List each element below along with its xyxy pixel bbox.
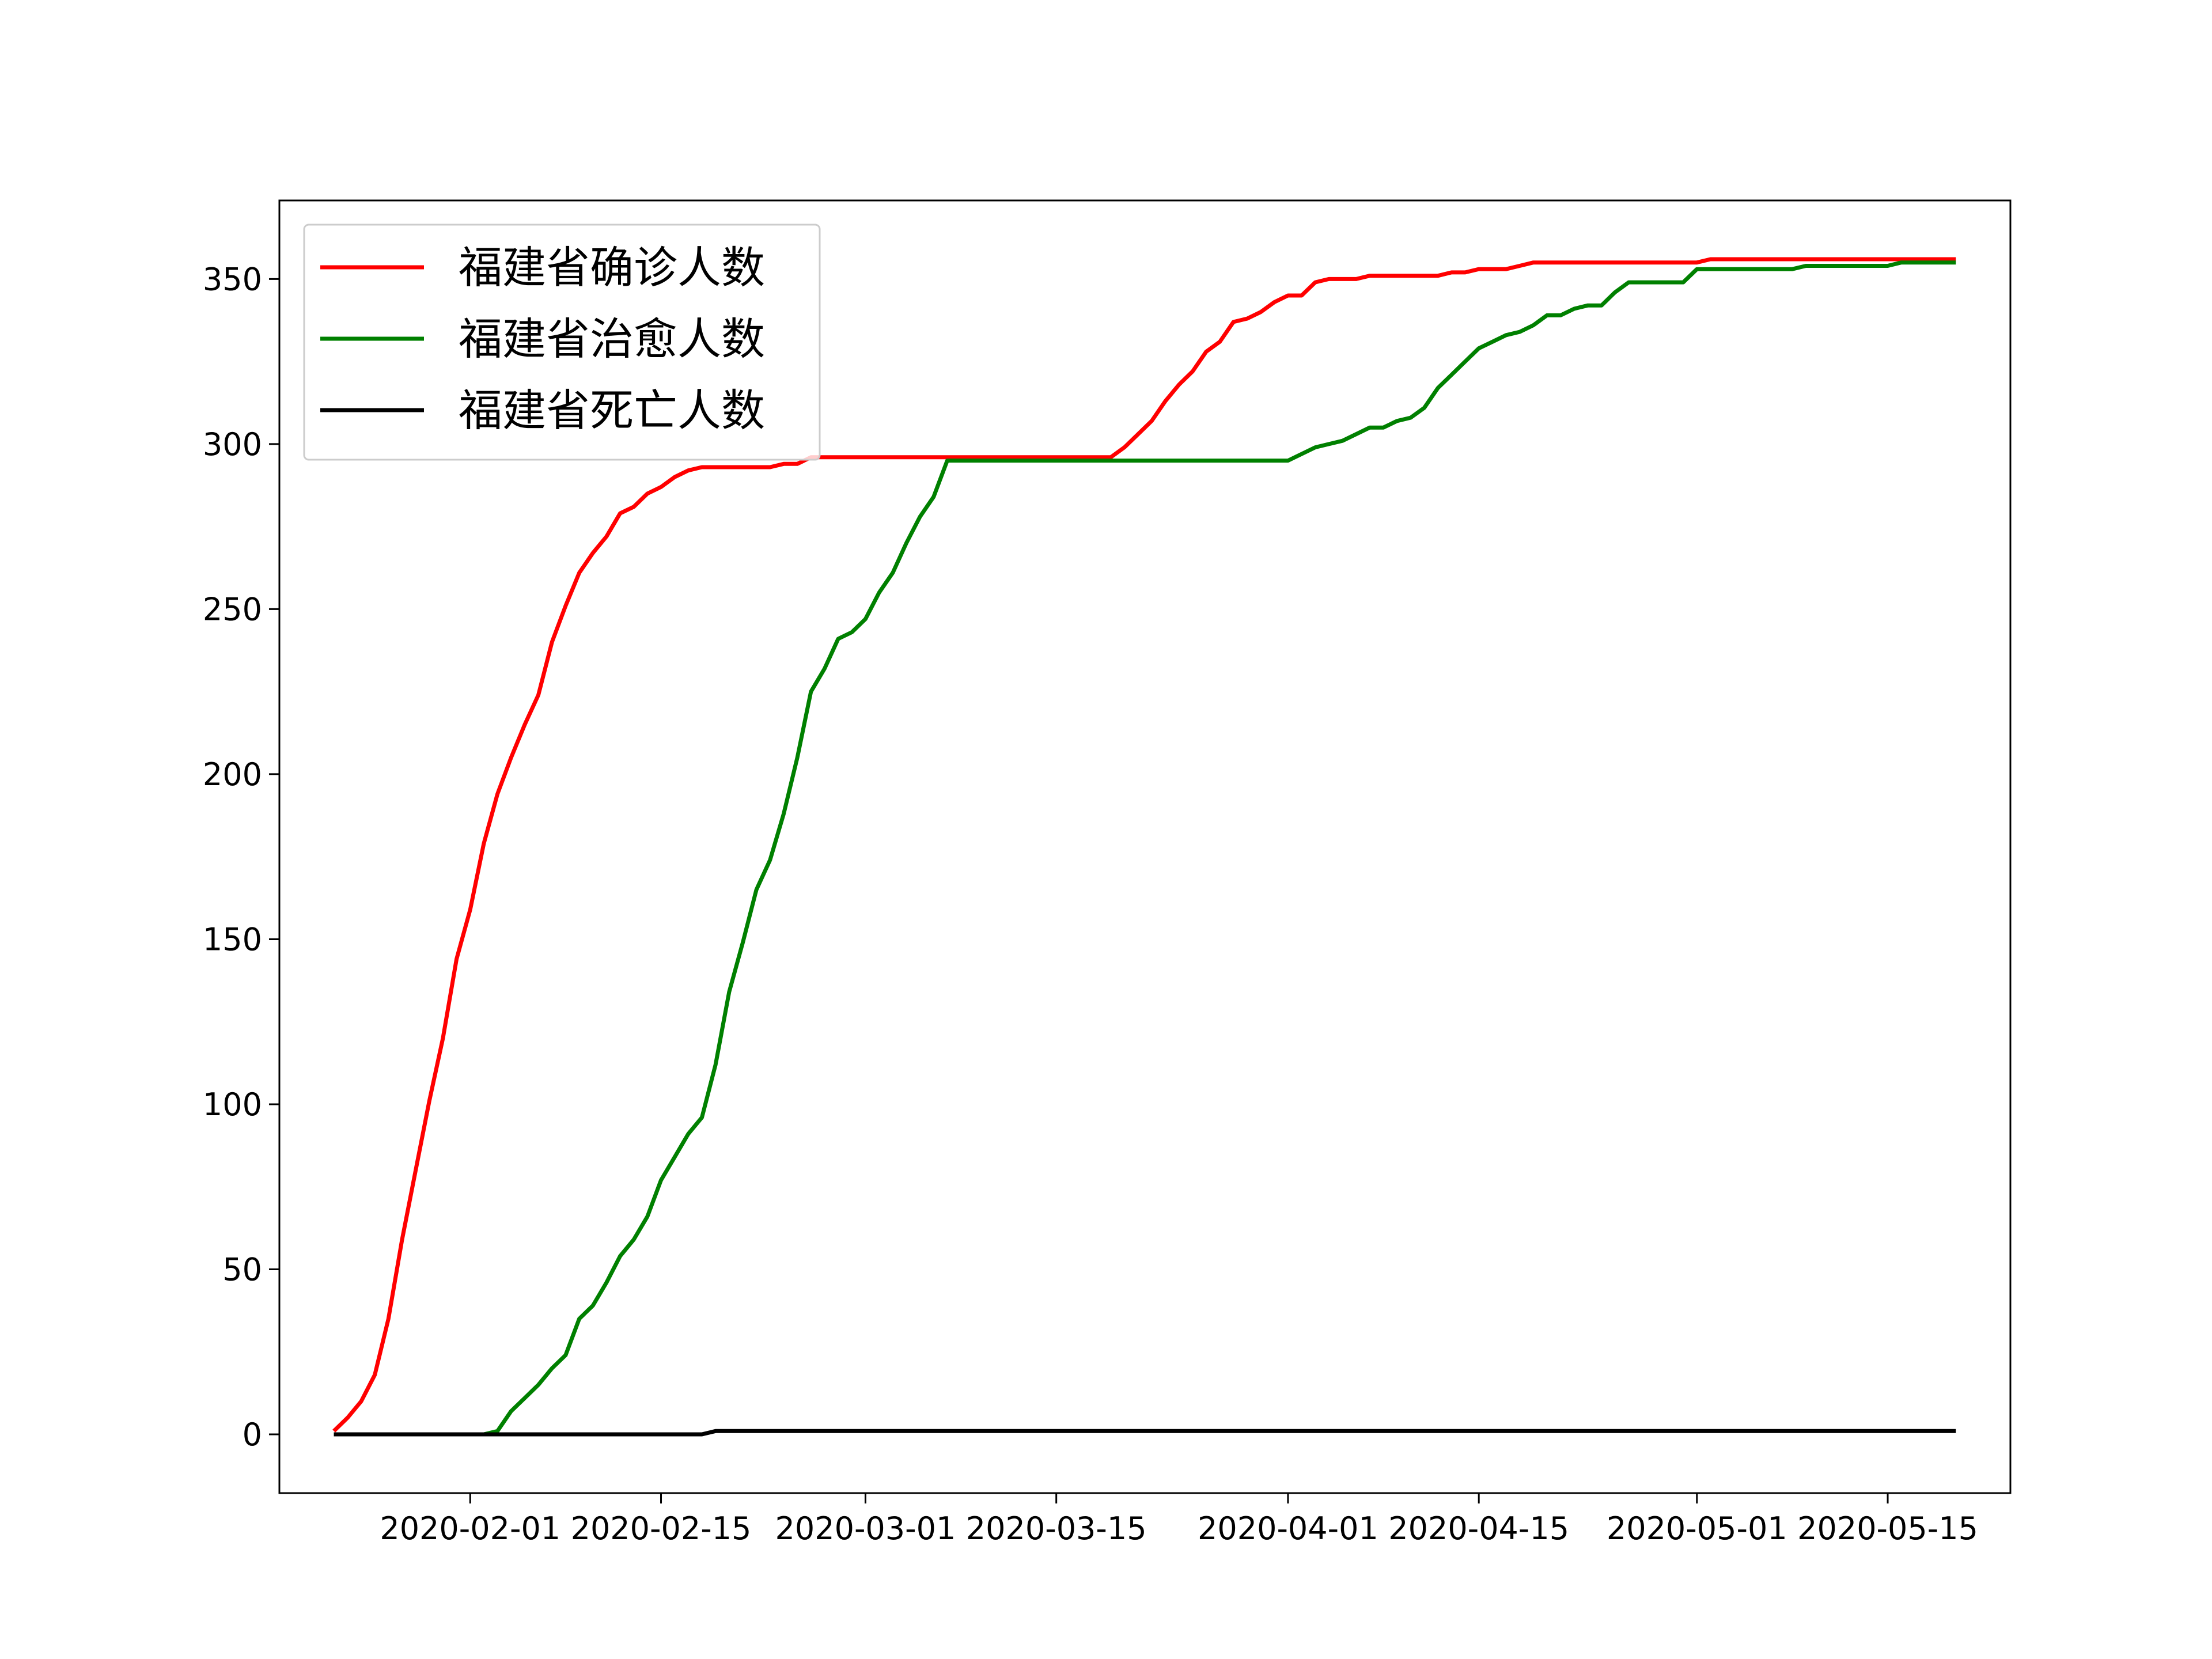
- x-tick-label: 2020-03-15: [966, 1510, 1147, 1547]
- y-tick-label: 0: [243, 1416, 262, 1453]
- y-tick-label: 150: [203, 921, 262, 957]
- legend-label: 福建省确诊人数: [459, 242, 765, 293]
- legend-box: [303, 224, 821, 461]
- x-tick-label: 2020-02-01: [380, 1510, 560, 1547]
- series-line-0: [332, 257, 1956, 1433]
- x-tick-label: 2020-03-01: [775, 1510, 956, 1547]
- y-axis: 0 50 100 150 200 250 300 350: [203, 261, 279, 1453]
- x-tick-label: 2020-04-15: [1388, 1510, 1569, 1547]
- x-tick-label: 2020-05-15: [1797, 1510, 1978, 1547]
- legend-label: 福建省死亡人数: [459, 385, 765, 436]
- series-line-2: [334, 1429, 1956, 1437]
- series-layer: [332, 257, 1956, 1437]
- y-tick-label: 250: [203, 591, 262, 627]
- x-axis: 2020-02-01 2020-02-15 2020-03-01 2020-03-15…: [380, 1493, 1978, 1547]
- y-tick-label: 300: [203, 426, 262, 463]
- y-tick-label: 50: [222, 1251, 262, 1287]
- y-tick-label: 100: [203, 1086, 262, 1123]
- series-line-1: [334, 260, 1956, 1437]
- y-tick-label: 350: [203, 261, 262, 297]
- y-tick-label: 200: [203, 756, 262, 793]
- x-tick-label: 2020-02-15: [571, 1510, 752, 1547]
- legend-label: 福建省治愈人数: [459, 313, 765, 365]
- plot-frame: [278, 199, 2012, 1494]
- x-tick-label: 2020-05-01: [1607, 1510, 1787, 1547]
- x-tick-label: 2020-04-01: [1198, 1510, 1378, 1547]
